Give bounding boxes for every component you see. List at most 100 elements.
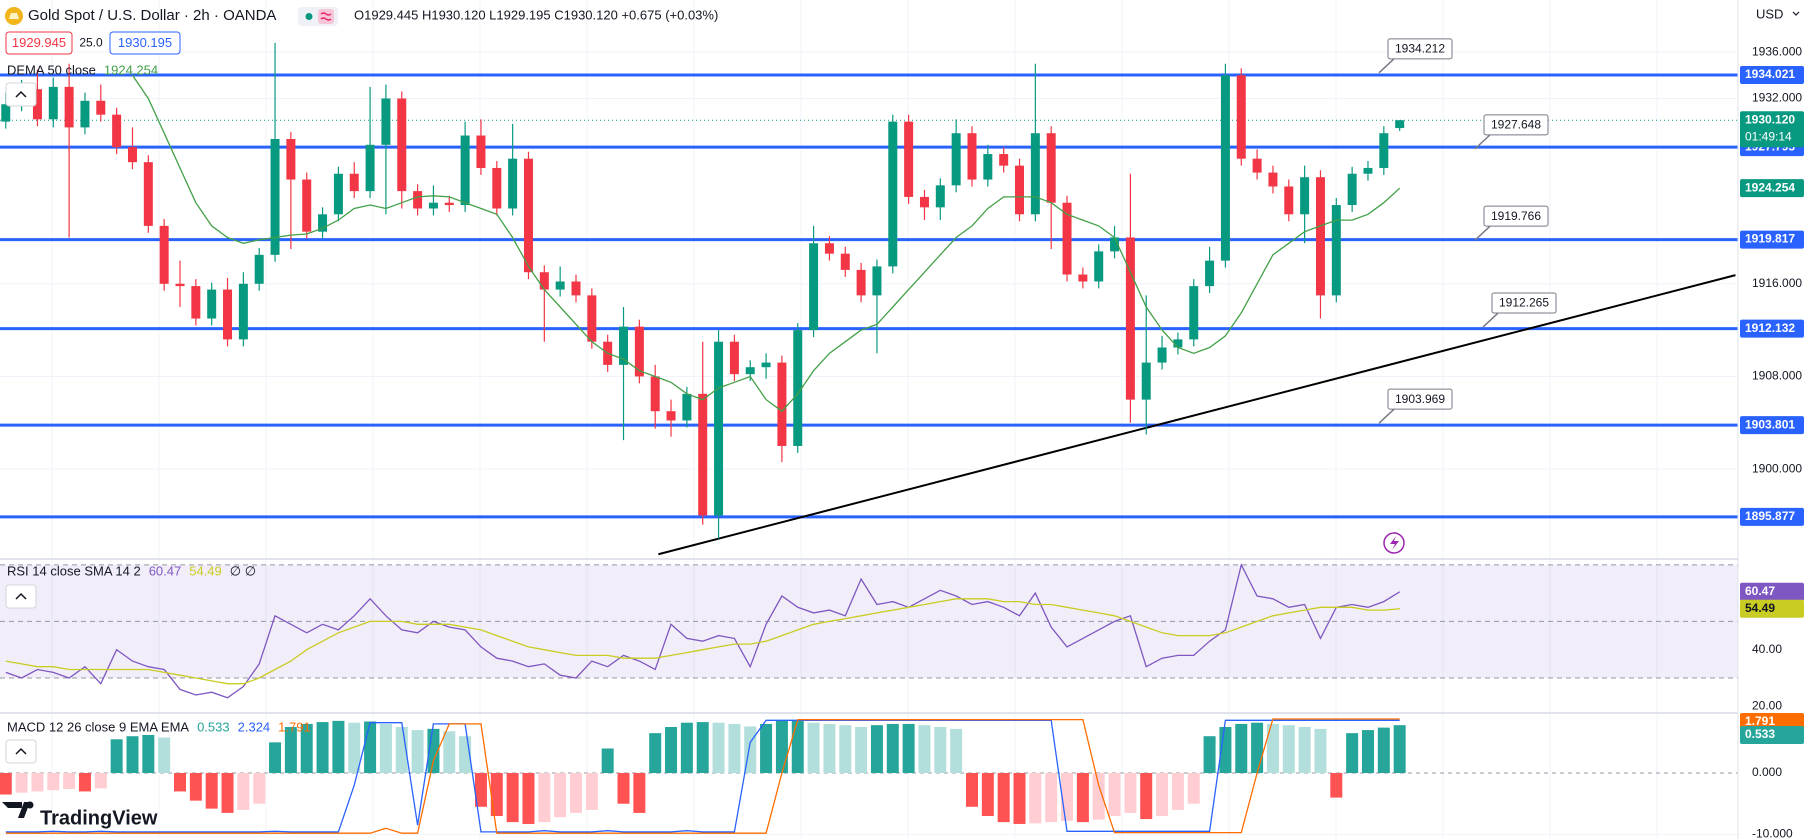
histogram-bar — [1013, 773, 1026, 824]
level-tag-label: 1934.021 — [1745, 67, 1795, 81]
spread: 25.0 — [79, 36, 103, 50]
callout-box — [1387, 388, 1453, 410]
y-tick-label: 1900.000 — [1752, 461, 1802, 475]
histogram-bar — [1140, 773, 1153, 820]
candle-body — [48, 86, 58, 120]
histogram-bar — [1124, 773, 1137, 813]
level-tag-label: 1919.817 — [1745, 232, 1795, 246]
histogram-bar — [364, 721, 377, 774]
candle-body — [1205, 260, 1215, 287]
bid-price[interactable]: 1929.945 — [12, 35, 66, 50]
candle-body — [619, 326, 629, 365]
ask-price[interactable]: 1930.195 — [118, 35, 172, 50]
histogram-bar — [31, 773, 44, 792]
histogram-bar — [78, 773, 91, 792]
candle-body — [254, 254, 264, 284]
candle-body — [1252, 158, 1262, 173]
candle-body — [523, 158, 533, 273]
histogram-bar — [348, 722, 361, 774]
histogram-bar — [142, 734, 155, 774]
macd-line — [5, 718, 1400, 834]
collapse-button[interactable] — [5, 739, 37, 764]
brand-logo-dot — [26, 801, 34, 809]
level-tag — [1740, 230, 1804, 249]
candle-body — [761, 362, 771, 368]
histogram-bar — [649, 733, 662, 774]
candle-body — [714, 341, 724, 516]
delay-icon-waves — [320, 12, 332, 21]
histogram-bar — [411, 730, 424, 774]
histogram-bar — [110, 739, 123, 774]
candle-body — [1189, 286, 1199, 340]
callout-pointer — [1482, 312, 1499, 328]
histogram-bar — [617, 773, 630, 804]
chevron-up — [15, 90, 27, 98]
candle-body — [1379, 133, 1389, 168]
histogram-bar — [490, 773, 503, 816]
candle-body — [96, 100, 106, 115]
histogram-bar — [522, 773, 535, 824]
candle-body — [824, 243, 834, 254]
candle-body — [286, 139, 296, 180]
candle-body — [1331, 205, 1341, 296]
rsi-tag-label: 54.49 — [1745, 601, 1775, 615]
candle-body — [397, 98, 407, 192]
histogram-bar — [379, 723, 392, 774]
buy-button[interactable] — [109, 31, 181, 55]
delay-icon — [318, 9, 334, 24]
candle-body — [1395, 120, 1405, 129]
candle-body — [745, 367, 755, 375]
callout-label: 1903.969 — [1395, 392, 1445, 406]
histogram-bar — [902, 723, 915, 774]
currency: USD — [1756, 6, 1783, 21]
candle-body — [571, 281, 581, 296]
macd-legend-value: 0.533 — [197, 719, 230, 734]
candle-body — [777, 362, 787, 446]
histogram-bar — [886, 723, 899, 774]
chevron-up — [15, 747, 27, 755]
candle-body — [634, 326, 644, 377]
histogram-bar — [284, 727, 297, 774]
candle-body — [80, 100, 90, 128]
y-tick-label: 1936.000 — [1752, 44, 1802, 58]
histogram-bar — [94, 773, 107, 789]
dema-tag — [1740, 179, 1804, 198]
signal-tag-label: 1.791 — [1745, 714, 1775, 728]
last-price-tag-label: 1930.120 — [1745, 112, 1795, 126]
level-tag-label: 1912.132 — [1745, 321, 1795, 335]
histogram-bar — [1108, 773, 1121, 816]
rsi-tag-label: 60.47 — [1745, 584, 1775, 598]
candle-body — [682, 393, 692, 421]
histogram-bar — [1298, 727, 1311, 774]
rsi-legend-value: 54.49 — [189, 563, 222, 578]
histogram-bar — [1361, 730, 1374, 774]
candle-body — [175, 283, 185, 287]
last-price-tag-countdown: 01:49:14 — [1745, 129, 1792, 143]
histogram-bar — [760, 723, 773, 774]
candle-body — [1173, 339, 1183, 348]
y-tick-label: 1932.000 — [1752, 91, 1802, 105]
candle-body — [1363, 167, 1373, 174]
histogram-bar — [205, 773, 218, 809]
histogram-bar — [1346, 733, 1359, 774]
collapse-button[interactable] — [5, 584, 37, 609]
currency-menu-chevron[interactable] — [1792, 11, 1800, 16]
candle-body — [1062, 202, 1072, 275]
sell-button[interactable] — [5, 31, 73, 55]
histogram-bar — [1156, 773, 1169, 816]
collapse-button[interactable] — [5, 82, 37, 107]
macd-legend-title: MACD 12 26 close 9 EMA EMA — [7, 719, 189, 734]
histogram-bar — [63, 773, 76, 789]
candle-body — [1094, 251, 1104, 282]
rsi-legend-title: RSI 14 close SMA 14 2 — [7, 563, 141, 578]
candle-body — [555, 281, 565, 290]
histogram-bar — [1061, 773, 1074, 821]
candle-body — [127, 147, 137, 163]
ohlc-values: O1929.445 H1930.120 L1929.195 C1930.120 … — [354, 7, 718, 22]
histogram-bar — [791, 720, 804, 774]
histogram-bar — [1092, 773, 1105, 820]
callout-label: 1934.212 — [1395, 42, 1445, 56]
dema-legend-value: 1924.254 — [104, 62, 158, 77]
